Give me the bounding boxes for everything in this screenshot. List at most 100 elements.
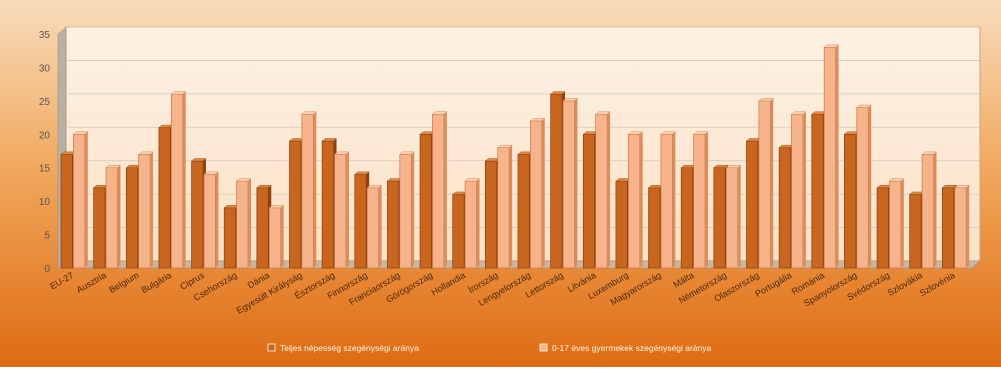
bar-side-face xyxy=(835,44,839,268)
y-tick-label: 25 xyxy=(39,97,51,108)
bar-total xyxy=(713,167,726,269)
bar-side-face xyxy=(313,111,317,268)
bar-side-face xyxy=(509,145,513,268)
bar-total xyxy=(321,140,334,269)
gridline-depth xyxy=(57,127,67,135)
y-tick-label: 30 xyxy=(39,63,51,74)
bar-total xyxy=(256,187,269,269)
bar-side-face xyxy=(215,171,219,268)
bar-total xyxy=(517,153,530,269)
bar-total xyxy=(93,187,106,269)
bar-side-face xyxy=(639,131,643,268)
bar-side-face xyxy=(411,151,415,268)
y-tick-label: 10 xyxy=(39,197,51,208)
bar-side-face xyxy=(737,165,741,268)
bar-side-face xyxy=(182,91,186,269)
bar-total xyxy=(876,187,889,269)
bar-children xyxy=(464,180,477,269)
bar-side-face xyxy=(868,105,872,269)
legend-swatch xyxy=(267,343,276,352)
bar-side-face xyxy=(476,178,480,268)
bar-total xyxy=(778,147,791,269)
bar-side-face xyxy=(345,151,349,268)
bar-total xyxy=(223,207,236,269)
bar-side-face xyxy=(607,111,611,268)
bar-side-face xyxy=(84,131,88,268)
legend-swatch xyxy=(539,343,548,352)
bar-side-face xyxy=(117,165,121,268)
bar-side-face xyxy=(150,151,154,268)
bar-children xyxy=(627,133,641,269)
bar-children xyxy=(301,113,314,269)
bar-total xyxy=(485,160,498,269)
bar-children xyxy=(595,113,608,269)
bar-total xyxy=(289,140,302,269)
bar-children xyxy=(73,133,86,269)
bar-total xyxy=(909,194,922,269)
bar-children xyxy=(921,153,934,269)
y-axis: 0 5 10 15 20 25 30 35 xyxy=(39,30,51,275)
bar-side-face xyxy=(933,151,937,268)
bar-children xyxy=(562,100,575,269)
bar-total xyxy=(844,133,857,269)
y-tick-label: 0 xyxy=(44,264,50,275)
bar-total xyxy=(811,113,824,269)
bar-side-face xyxy=(443,111,447,268)
bar-total xyxy=(680,167,693,269)
y-tick-label: 20 xyxy=(39,130,51,141)
bar-side-face xyxy=(770,98,774,268)
bar-total xyxy=(942,187,955,269)
bar-children xyxy=(791,113,804,269)
bar-children xyxy=(334,153,347,269)
bar-side-face xyxy=(966,185,970,268)
bar-children xyxy=(660,133,673,269)
bar-total xyxy=(158,127,171,269)
bar-side-face xyxy=(574,98,578,268)
bar-children xyxy=(432,113,445,269)
bar-children xyxy=(268,207,282,269)
y-tick-label: 35 xyxy=(39,30,51,41)
bar-children xyxy=(823,47,836,269)
bar-children xyxy=(758,100,771,269)
y-tick-label: 15 xyxy=(39,164,51,175)
bar-children xyxy=(530,120,543,269)
y-tick-label: 5 xyxy=(44,231,50,242)
bar-total xyxy=(354,174,367,269)
bar-children xyxy=(105,167,118,269)
bar-children xyxy=(203,174,216,269)
bar-side-face xyxy=(672,131,676,268)
bar-children xyxy=(138,153,151,269)
bar-children xyxy=(399,153,412,269)
bar-children xyxy=(236,180,249,269)
bar-total xyxy=(615,180,628,269)
bar-children xyxy=(497,147,510,269)
bars xyxy=(60,44,970,269)
bar-total xyxy=(648,187,661,269)
gridline-depth xyxy=(57,93,67,102)
legend-label: Teljes népesség szegénységi aránya xyxy=(280,343,419,353)
gridline-depth xyxy=(57,26,67,35)
bar-side-face xyxy=(802,111,806,268)
bar-total xyxy=(582,133,596,269)
bar-children xyxy=(366,187,379,269)
gridline-depth xyxy=(57,60,67,68)
bar-children xyxy=(856,107,869,269)
bar-children xyxy=(725,167,739,269)
bar-total xyxy=(550,93,563,269)
bar-children xyxy=(954,187,967,269)
bar-side-face xyxy=(248,178,252,268)
bar-side-face xyxy=(705,131,709,268)
bar-children xyxy=(889,180,902,269)
bar-total xyxy=(746,140,759,269)
bar-children xyxy=(693,133,706,269)
bar-total xyxy=(419,133,432,269)
bar-children xyxy=(170,93,184,269)
bar-side-face xyxy=(900,178,904,268)
bar-total xyxy=(387,180,400,269)
bar-total xyxy=(452,194,465,269)
bar-side-face xyxy=(378,185,382,268)
legend-label: 0-17 éves gyermekek szegénységi aránya xyxy=(552,343,711,353)
bar-total xyxy=(60,153,73,269)
